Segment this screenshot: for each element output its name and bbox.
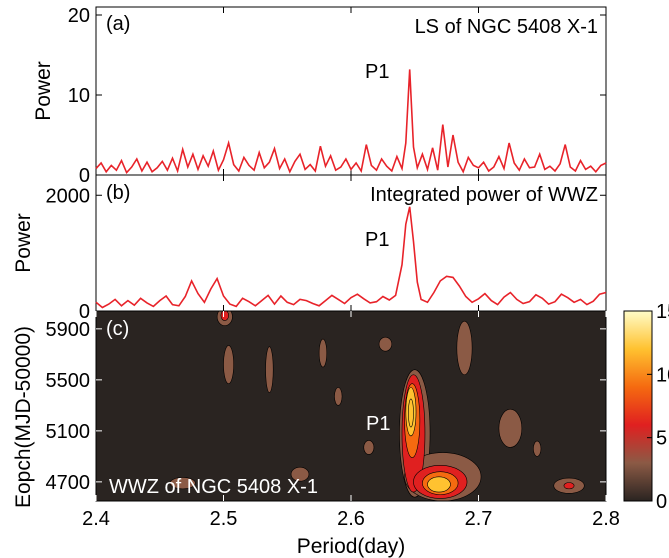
- panel-c-ylabel: Eopch(MJD-50000): [12, 326, 35, 508]
- panel-c-ytick-label: 5900: [46, 319, 91, 341]
- wwz-contour-level-2: [363, 440, 375, 455]
- wwz-contour-level-11: [427, 476, 451, 493]
- panel-a-ls-line: [95, 69, 607, 175]
- wwz-contour-level-2: [223, 345, 234, 384]
- panel-b-ylabel: Power: [12, 213, 35, 273]
- panel-b-frame: [95, 174, 607, 312]
- colorbar-tick-label: 15: [656, 301, 669, 323]
- wwz-contour-level-13: [408, 398, 414, 428]
- panel-c-title: WWZ of NGC 5408 X-1: [109, 476, 318, 498]
- panel-b-ytick-label: 2000: [46, 185, 91, 207]
- wwz-contour-level-2: [498, 408, 523, 448]
- panel-a-ytick-label: 10: [68, 85, 90, 107]
- colorbar-gradient: [623, 310, 653, 502]
- panel-b-title: Integrated power of WWZ: [370, 184, 598, 206]
- wwz-contour-level-2: [169, 477, 196, 490]
- colorbar-tick-label: 5: [656, 428, 667, 450]
- wwz-contour-level-2: [265, 346, 274, 393]
- wwz-contour-level-5: [220, 311, 229, 321]
- panel-c-ytick-label: 4700: [46, 472, 91, 494]
- x-tick-label: 2.7: [465, 508, 493, 530]
- colorbar-tick-label: 0: [656, 491, 667, 513]
- colorbar: 0 5 10 15: [623, 301, 669, 513]
- panel-b-ytick-label: 0: [79, 301, 90, 323]
- panel-c-label: (c): [106, 318, 129, 340]
- panel-c: 4700 5100 5500 5900 2.4 2.5 2.6 2.7 2.8 (c) WWZ …: [12, 310, 620, 558]
- x-tick-label: 2.4: [82, 508, 110, 530]
- panel-a-ytick-label: 20: [68, 5, 90, 27]
- x-axis-label: Period(day): [297, 535, 406, 558]
- panel-c-background: [96, 311, 606, 501]
- wwz-contour-level-2: [456, 320, 473, 376]
- wwz-contour-level-2: [533, 440, 542, 457]
- panel-a-title: LS of NGC 5408 X-1: [415, 16, 598, 38]
- panel-b-p1-label: P1: [365, 229, 389, 251]
- panel-a-frame: [95, 6, 607, 176]
- panel-b: 0 2000 (b) Integrated power of WWZ P1 Pow…: [12, 174, 607, 323]
- panel-c-ytick-label: 5500: [46, 370, 91, 392]
- wwz-contour-level-5: [563, 482, 575, 490]
- x-tick-label: 2.6: [337, 508, 365, 530]
- x-tick-label: 2.8: [592, 508, 620, 530]
- wwz-contour-level-2: [318, 338, 328, 368]
- wwz-contour-level-2: [334, 387, 343, 406]
- panel-a-p1-label: P1: [365, 61, 389, 83]
- panel-b-wwz-power-line: [95, 206, 607, 309]
- colorbar-tick-label: 10: [656, 364, 669, 386]
- panel-a: 0 10 20 (a) LS of NGC 5408 X-1 P1 Power: [32, 5, 607, 187]
- panel-a-ytick-label: 0: [79, 165, 90, 187]
- panel-a-label: (a): [106, 13, 130, 35]
- panel-a-ylabel: Power: [32, 61, 55, 121]
- wwz-contour-level-2: [378, 336, 393, 352]
- wwz-contour-level-2: [290, 466, 310, 482]
- panel-c-p1-label: P1: [366, 413, 390, 435]
- x-tick-label: 2.5: [210, 508, 238, 530]
- panel-b-label: (b): [106, 182, 130, 204]
- panel-c-ytick-label: 5100: [46, 421, 91, 443]
